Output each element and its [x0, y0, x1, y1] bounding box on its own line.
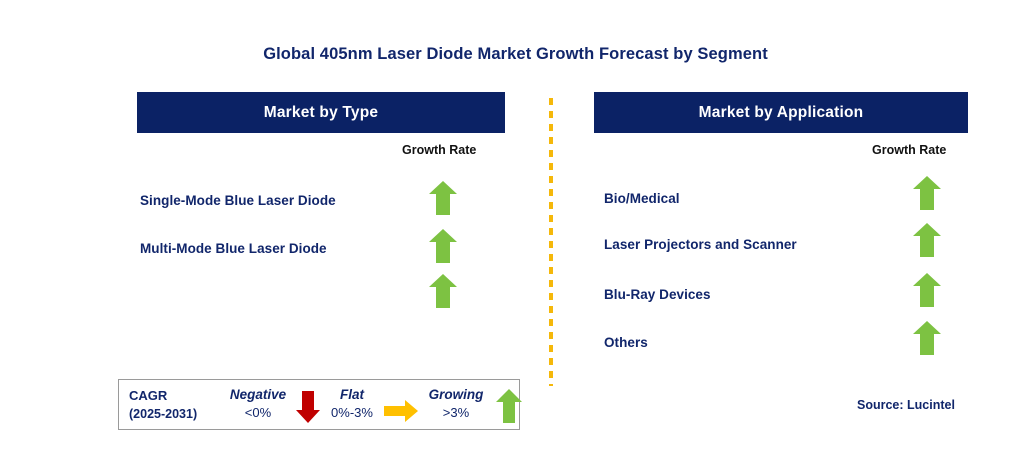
arrow-up-icon — [428, 180, 458, 216]
arrow-down-icon — [295, 390, 321, 429]
panel-header-market-by-application: Market by Application — [594, 92, 968, 133]
segment-label: Single-Mode Blue Laser Diode — [140, 192, 336, 208]
source-note: Source: Lucintel — [857, 398, 955, 412]
arrow-up-icon — [912, 272, 942, 308]
table-row: Bio/Medical — [604, 180, 680, 216]
legend-item-growing: Growing >3% — [411, 386, 501, 422]
legend-item-negative-range: <0% — [244, 405, 272, 420]
legend-item-flat-range: 0%-3% — [331, 405, 373, 420]
table-row: Multi-Mode Blue Laser Diode — [140, 230, 327, 266]
arrow-up-icon — [912, 222, 942, 258]
page-title: Global 405nm Laser Diode Market Growth F… — [263, 45, 768, 63]
arrow-right-icon — [383, 399, 419, 428]
legend-cagr-title: CAGR (2025-2031) — [129, 386, 197, 424]
segment-label: Bio/Medical — [604, 190, 680, 206]
segment-label: Others — [604, 334, 648, 350]
legend-item-growing-range: >3% — [442, 405, 470, 420]
arrow-up-icon — [495, 388, 523, 429]
panel-market-by-type: Market by Type — [137, 92, 505, 133]
legend-item-growing-label: Growing — [428, 387, 484, 402]
table-row: Others — [604, 324, 648, 360]
growth-rate-header-right: Growth Rate — [872, 143, 947, 157]
table-row: Blu-Ray Devices — [604, 276, 711, 312]
legend-cagr-period: (2025-2031) — [129, 407, 198, 421]
vertical-dashed-divider — [549, 98, 553, 386]
arrow-up-icon — [912, 320, 942, 356]
table-row: Single-Mode Blue Laser Diode — [140, 182, 336, 218]
arrow-up-icon — [912, 175, 942, 211]
table-row: Laser Projectors and Scanner — [604, 226, 797, 262]
segment-label: Multi-Mode Blue Laser Diode — [140, 240, 327, 256]
panel-header-market-by-type: Market by Type — [137, 92, 505, 133]
segment-label: Blu-Ray Devices — [604, 286, 711, 302]
legend-item-flat: Flat 0%-3% — [315, 386, 389, 422]
panel-market-by-application: Market by Application — [594, 92, 968, 133]
arrow-up-icon — [428, 273, 458, 309]
segment-label: Laser Projectors and Scanner — [604, 236, 797, 252]
legend-item-flat-label: Flat — [339, 387, 364, 402]
arrow-up-icon — [428, 228, 458, 264]
legend-cagr-label: CAGR — [129, 388, 168, 403]
growth-rate-header-left: Growth Rate — [402, 143, 477, 157]
legend-box: CAGR (2025-2031) Negative <0% Flat 0%-3%… — [118, 379, 523, 430]
legend-item-negative-label: Negative — [229, 387, 287, 402]
legend-item-negative: Negative <0% — [215, 386, 301, 422]
